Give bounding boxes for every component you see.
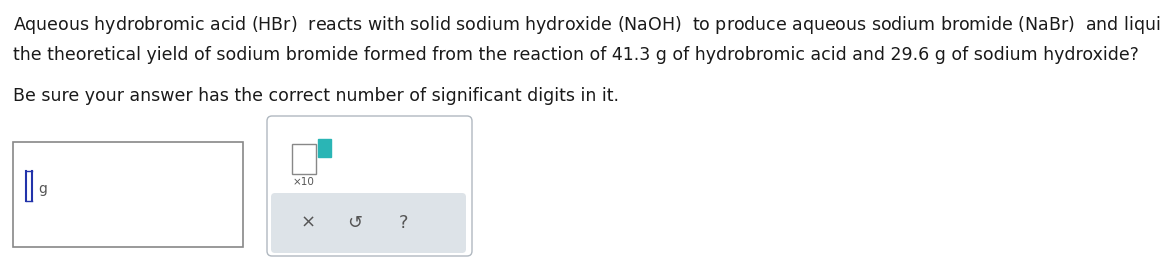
FancyBboxPatch shape: [271, 193, 466, 253]
Text: ×: ×: [300, 214, 316, 232]
Text: Aqueous hydrobromic acid $\mathrm{(HBr)}$  reacts with solid sodium hydroxide $\: Aqueous hydrobromic acid $\mathrm{(HBr)}…: [13, 14, 1160, 36]
Text: Be sure your answer has the correct number of significant digits in it.: Be sure your answer has the correct numb…: [13, 87, 619, 105]
FancyBboxPatch shape: [267, 116, 472, 256]
FancyBboxPatch shape: [318, 139, 331, 157]
Text: ?: ?: [398, 214, 408, 232]
FancyBboxPatch shape: [13, 142, 242, 247]
Text: the theoretical yield of sodium bromide formed from the reaction of 41.3 g of hy: the theoretical yield of sodium bromide …: [13, 46, 1139, 64]
Text: g: g: [38, 182, 46, 196]
Text: ×10: ×10: [293, 177, 314, 187]
Text: ↺: ↺: [348, 214, 363, 232]
FancyBboxPatch shape: [292, 144, 316, 174]
